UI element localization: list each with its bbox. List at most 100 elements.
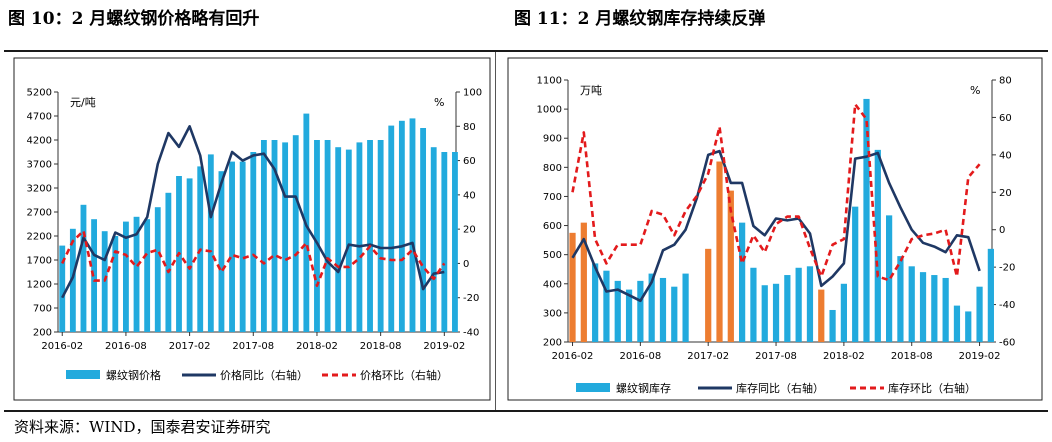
bar bbox=[840, 283, 847, 342]
right-tick-label: 60 bbox=[463, 156, 476, 167]
x-tick-label: 2019-02 bbox=[959, 351, 1001, 362]
bar bbox=[716, 161, 723, 342]
bar bbox=[441, 152, 448, 332]
x-tick-label: 2018-02 bbox=[823, 351, 865, 362]
bar bbox=[420, 128, 427, 332]
legend-bar-label: 螺纹钢库存 bbox=[616, 381, 671, 395]
x-tick-label: 2016-08 bbox=[619, 351, 661, 362]
left-tick-label: 1700 bbox=[27, 256, 52, 267]
bar bbox=[123, 221, 129, 332]
right-tick-label: -40 bbox=[999, 300, 1015, 311]
x-tick-label: 2016-02 bbox=[41, 341, 83, 352]
bar bbox=[377, 140, 384, 332]
bar bbox=[239, 161, 246, 332]
right-tick-label: 20 bbox=[463, 225, 476, 236]
yoy-line bbox=[61, 125, 445, 299]
left-unit-label: 元/吨 bbox=[70, 96, 96, 109]
bar bbox=[409, 118, 416, 333]
bar bbox=[761, 285, 768, 342]
bar bbox=[931, 275, 938, 342]
bar bbox=[671, 286, 678, 342]
right-tick-label: 0 bbox=[999, 225, 1005, 236]
x-tick-label: 2017-02 bbox=[169, 341, 211, 352]
right-tick-label: 20 bbox=[999, 188, 1012, 199]
bar bbox=[430, 147, 437, 332]
bar bbox=[154, 207, 161, 332]
bar bbox=[335, 147, 342, 332]
bar bbox=[388, 125, 395, 332]
bar bbox=[592, 263, 599, 342]
left-tick-label: 300 bbox=[543, 308, 562, 319]
bar bbox=[705, 248, 712, 342]
bar bbox=[750, 267, 757, 342]
rebar-price-chart: 2007001200170022002700320037004200470052… bbox=[13, 57, 491, 401]
bar bbox=[314, 140, 320, 332]
left-tick-label: 1100 bbox=[537, 76, 562, 87]
bar bbox=[784, 275, 791, 342]
bar bbox=[818, 289, 825, 342]
bar bbox=[59, 245, 66, 332]
bar bbox=[580, 222, 587, 342]
left-tick-label: 700 bbox=[33, 304, 52, 315]
left-tick-label: 500 bbox=[543, 250, 562, 261]
bar bbox=[829, 309, 836, 342]
right-tick-label: -60 bbox=[999, 338, 1015, 349]
rebar-inventory-chart: 20030040050060070080090010001100-60-40-2… bbox=[507, 57, 1043, 401]
left-tick-label: 700 bbox=[543, 192, 562, 203]
left-tick-label: 200 bbox=[33, 328, 52, 339]
right-tick-label: 100 bbox=[463, 88, 482, 99]
chart-frame bbox=[13, 57, 491, 401]
left-tick-label: 1200 bbox=[27, 280, 52, 291]
bar bbox=[69, 228, 76, 332]
right-tick-label: -20 bbox=[463, 293, 479, 304]
bar bbox=[625, 289, 633, 342]
bar bbox=[874, 149, 881, 342]
bar bbox=[260, 140, 267, 332]
right-unit-label: % bbox=[434, 96, 444, 109]
legend-bar-swatch bbox=[576, 383, 610, 392]
bar bbox=[863, 98, 870, 342]
x-tick-label: 2018-02 bbox=[296, 341, 338, 352]
bar bbox=[727, 190, 734, 342]
bar bbox=[614, 280, 621, 342]
legend-bar-label: 螺纹钢价格 bbox=[106, 368, 161, 382]
bar bbox=[367, 140, 373, 332]
x-tick-label: 2018-08 bbox=[360, 341, 402, 352]
bar bbox=[250, 152, 257, 332]
panel-separator bbox=[495, 52, 496, 410]
legend-bar-swatch bbox=[66, 370, 100, 379]
left-tick-label: 900 bbox=[543, 134, 562, 145]
bar bbox=[795, 267, 802, 342]
chart-frame bbox=[507, 57, 1043, 401]
x-tick-label: 2018-08 bbox=[891, 351, 933, 362]
left-tick-label: 3200 bbox=[27, 184, 52, 195]
left-tick-label: 2200 bbox=[27, 232, 52, 243]
bar bbox=[345, 149, 352, 332]
bar bbox=[186, 178, 193, 332]
bar bbox=[603, 270, 610, 342]
left-tick-label: 5200 bbox=[27, 88, 52, 99]
bar bbox=[207, 154, 214, 332]
left-tick-label: 1000 bbox=[537, 105, 562, 116]
bar bbox=[144, 219, 151, 332]
legend-mom-label: 库存环比（右轴） bbox=[888, 381, 976, 395]
bar bbox=[271, 140, 278, 332]
yoy-line bbox=[571, 149, 981, 303]
left-tick-label: 400 bbox=[543, 279, 562, 290]
right-tick-label: 80 bbox=[999, 76, 1012, 87]
bar bbox=[908, 266, 915, 342]
bar bbox=[886, 215, 893, 342]
right-unit-label: % bbox=[970, 84, 980, 97]
bar bbox=[976, 286, 983, 342]
bar bbox=[637, 280, 644, 342]
bar bbox=[452, 152, 458, 332]
left-tick-label: 4700 bbox=[27, 112, 52, 123]
bar bbox=[772, 283, 780, 342]
bar bbox=[218, 171, 225, 332]
bar bbox=[987, 248, 994, 342]
bar bbox=[953, 305, 961, 342]
bar bbox=[229, 161, 235, 332]
bar bbox=[112, 236, 119, 332]
bar bbox=[682, 273, 689, 342]
right-tick-label: 80 bbox=[463, 122, 476, 133]
